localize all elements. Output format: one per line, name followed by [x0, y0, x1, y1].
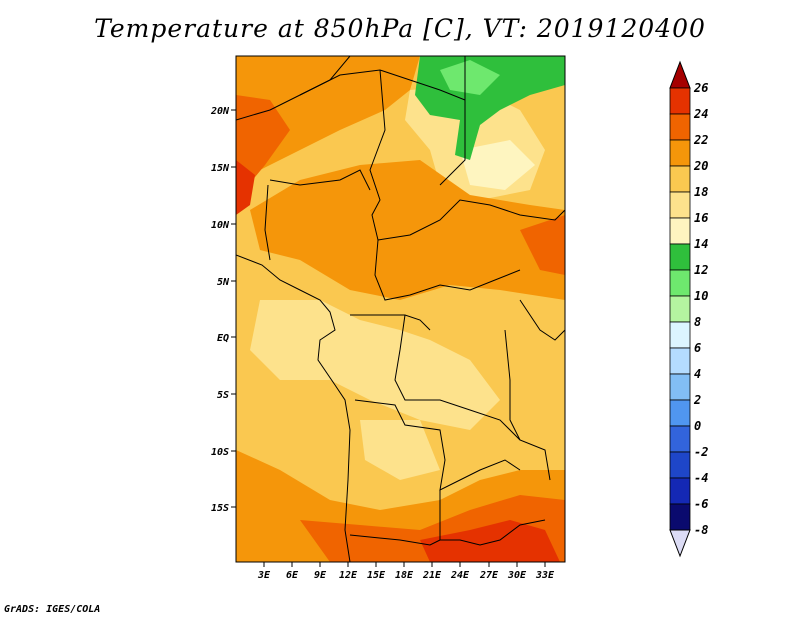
lat-label: 15S: [211, 503, 229, 514]
lat-label: 20N: [210, 106, 230, 117]
colorbar-segment: [669, 139, 691, 167]
colorbar-segment: [669, 87, 691, 115]
lat-label: 10S: [211, 447, 229, 458]
colorbar-label: 8: [694, 315, 701, 329]
colorbar-segment: [669, 295, 691, 323]
lon-label: 6E: [286, 570, 299, 581]
longitude-axis: 3E 6E 9E 12E 15E 18E 21E 24E 27E 30E 33E: [257, 562, 555, 581]
colorbar-label: -6: [694, 497, 708, 511]
lon-label: 33E: [535, 570, 555, 581]
colorbar-top-triangle: [669, 60, 691, 89]
lat-label: 5N: [217, 277, 230, 288]
colorbar-segment: [669, 451, 691, 479]
colorbar-bottom-triangle: [669, 529, 691, 558]
lon-label: 30E: [507, 570, 527, 581]
lon-label: 27E: [479, 570, 499, 581]
lon-label: 9E: [314, 570, 327, 581]
colorbar-segment: [669, 113, 691, 141]
lon-label: 15E: [367, 570, 386, 581]
lon-label: 24E: [450, 570, 470, 581]
colorbar-segment: [669, 477, 691, 505]
lon-label: 3E: [257, 570, 271, 581]
colorbar-segment: [669, 217, 691, 245]
colorbar-segment: [669, 321, 691, 349]
lon-label: 12E: [339, 570, 358, 581]
colorbar-label: 2: [693, 393, 701, 407]
colorbar-label: 18: [694, 185, 708, 199]
lat-label: 10N: [211, 220, 230, 231]
colorbar-label: 10: [694, 289, 708, 303]
map-frame: [235, 55, 566, 563]
latitude-axis: 20N 15N 10N 5N EQ 5S 10S 15S: [210, 106, 236, 514]
colorbar-segment: [669, 373, 691, 401]
colorbar-label: 12: [694, 263, 708, 277]
map-title: Temperature at 850hPa [C], VT: 201912040…: [94, 14, 706, 43]
colorbar-segment: [669, 269, 691, 297]
lon-label: 21E: [422, 570, 442, 581]
colorbar-label: 0: [694, 419, 701, 433]
colorbar-label: 14: [694, 237, 708, 251]
colorbar-label: 24: [693, 107, 708, 121]
colorbar-segment: [669, 503, 691, 531]
lat-label: 15N: [211, 163, 230, 174]
colorbar-label: 4: [694, 367, 701, 381]
colorbar-label: -2: [694, 445, 708, 459]
temperature-field: [236, 56, 565, 562]
country-borders: [236, 56, 565, 562]
credit-label: GrADS: IGES/COLA: [4, 604, 101, 615]
colorbar-segment: [669, 425, 691, 453]
colorbar-segment: [669, 165, 691, 193]
colorbar-label: 16: [694, 211, 708, 225]
colorbar-segment: [669, 347, 691, 375]
lat-label: 5S: [217, 390, 229, 401]
colorbar-label: -4: [694, 471, 708, 485]
colorbar-label: -8: [694, 523, 708, 537]
colorbar-segment: [669, 191, 691, 219]
colorbar-label: 6: [694, 341, 701, 355]
colorbar-label: 26: [693, 81, 708, 95]
colorbar-segment: [669, 243, 691, 271]
lat-label: EQ: [217, 333, 229, 344]
colorbar-segment: [669, 399, 691, 427]
lon-label: 18E: [395, 570, 414, 581]
colorbar-label: 22: [693, 133, 708, 147]
colorbar-label: 20: [693, 159, 708, 173]
